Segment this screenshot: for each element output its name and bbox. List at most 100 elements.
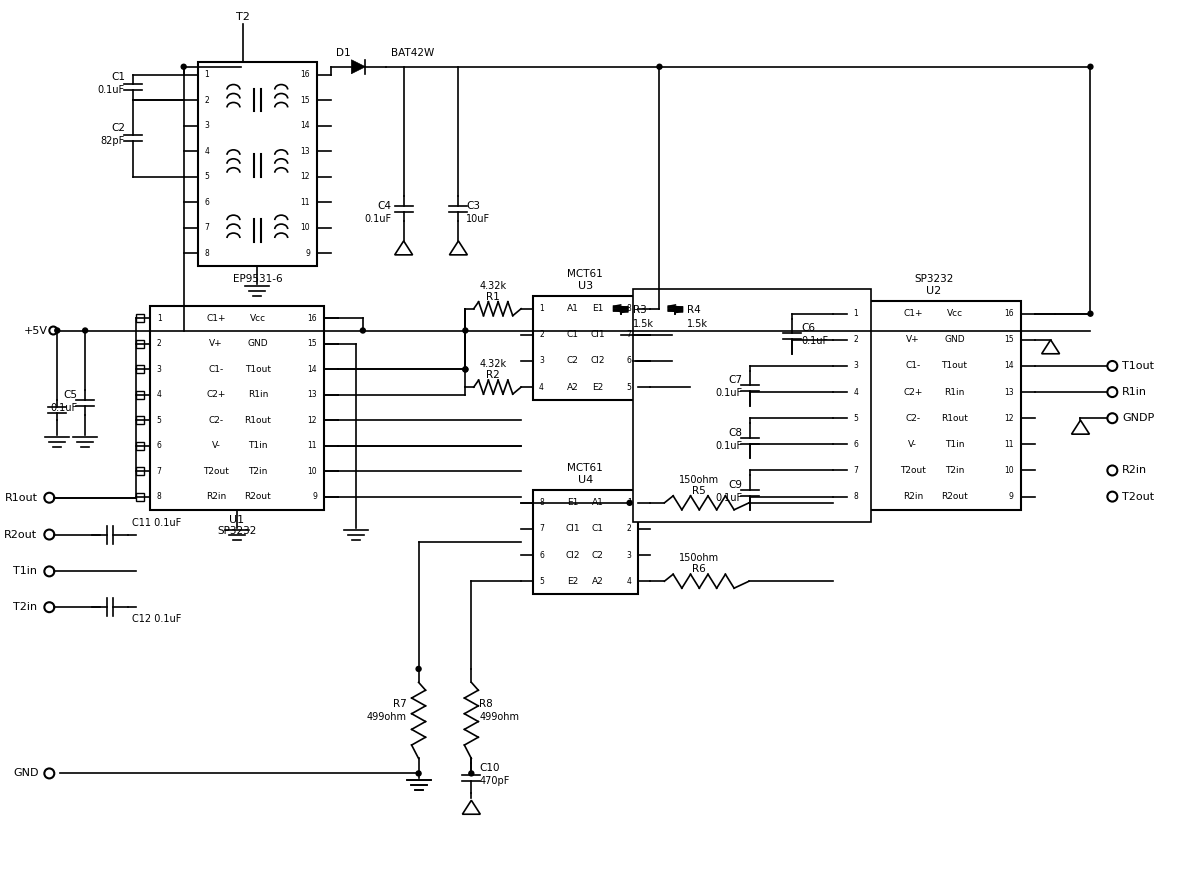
Text: C2: C2 [111,124,126,133]
Text: R1out: R1out [244,416,271,424]
Text: D1: D1 [335,48,350,58]
Text: R1: R1 [487,292,500,302]
Text: 13: 13 [301,146,310,155]
Text: A1: A1 [567,304,579,313]
Text: T1in: T1in [945,440,964,449]
Text: 10: 10 [1004,466,1014,475]
Bar [847,301,1021,510]
Text: V+: V+ [906,335,920,345]
Text: R1in: R1in [945,388,965,396]
Circle shape [469,771,474,776]
Text: 8: 8 [626,304,631,313]
Text: SP3232: SP3232 [217,525,257,536]
Text: R1out: R1out [941,414,969,423]
Text: CI1: CI1 [566,524,580,533]
Text: R2out: R2out [244,492,271,502]
Text: 4: 4 [626,577,631,586]
Text: E2: E2 [567,577,579,586]
Circle shape [463,328,468,333]
Text: 8: 8 [205,248,210,258]
Text: V-: V- [908,440,918,449]
Text: R1out: R1out [5,493,38,503]
Text: 11: 11 [1004,440,1014,449]
Text: 0.1uF: 0.1uF [802,336,829,346]
Text: 11: 11 [301,197,310,207]
Text: R2in: R2in [206,492,226,502]
Text: T2in: T2in [13,602,38,612]
Text: E1: E1 [592,304,604,313]
Circle shape [463,367,468,372]
Text: 16: 16 [301,70,310,79]
Text: 4.32k: 4.32k [480,360,507,369]
Bar [136,391,144,399]
Text: GND: GND [247,339,268,348]
Text: C4: C4 [378,201,392,211]
Bar [136,314,144,323]
Text: 5: 5 [626,382,631,392]
Text: 7: 7 [854,466,858,475]
Text: R7: R7 [393,699,406,709]
Text: T1in: T1in [249,441,268,451]
Text: R5: R5 [693,486,706,496]
Text: 9: 9 [313,492,317,502]
Text: 6: 6 [626,356,631,366]
Text: R2out: R2out [941,492,969,501]
Text: C2-: C2- [208,416,224,424]
Text: C1-: C1- [905,361,920,370]
Bar [198,61,317,266]
Text: R4: R4 [688,305,701,315]
Text: U3: U3 [578,281,593,290]
Text: R8: R8 [480,699,493,709]
Text: R2out: R2out [5,530,38,539]
Text: 10uF: 10uF [466,214,490,224]
Text: 1.5k: 1.5k [688,318,708,329]
Text: Vcc: Vcc [250,314,266,323]
Text: 1: 1 [205,70,210,79]
Text: R1in: R1in [1122,387,1147,397]
Bar [136,493,144,501]
Text: +5V: +5V [24,325,47,336]
Text: C1+: C1+ [903,310,922,318]
Text: 13: 13 [1004,388,1014,396]
Bar [150,305,324,510]
Circle shape [181,328,186,333]
Text: 5: 5 [539,577,543,586]
Text: U4: U4 [578,474,593,485]
Bar [533,296,637,400]
Circle shape [360,328,366,333]
Text: MCT61: MCT61 [567,268,603,279]
Text: SP3232: SP3232 [914,274,953,284]
Circle shape [657,64,662,69]
Text: T1out: T1out [941,361,967,370]
Text: 5: 5 [205,172,210,181]
Text: 12: 12 [301,172,310,181]
Text: C2+: C2+ [206,390,226,399]
Text: 6: 6 [854,440,858,449]
Text: 15: 15 [308,339,317,348]
Text: 6: 6 [539,551,543,560]
Text: A2: A2 [592,577,604,586]
Text: 7: 7 [626,331,631,339]
Text: GND: GND [945,335,965,345]
Text: 12: 12 [1004,414,1014,423]
Text: 0.1uF: 0.1uF [715,493,742,503]
Text: 11: 11 [308,441,317,451]
Text: MCT61: MCT61 [567,463,603,473]
Circle shape [416,667,422,672]
Text: 7: 7 [156,467,162,476]
Text: U2: U2 [926,286,941,296]
Text: 5: 5 [156,416,162,424]
Text: 2: 2 [205,96,210,104]
Text: 15: 15 [1004,335,1014,345]
Text: 0.1uF: 0.1uF [365,214,392,224]
Text: 0.1uF: 0.1uF [98,85,126,96]
Text: C11 0.1uF: C11 0.1uF [131,517,181,528]
Text: C1: C1 [592,524,604,533]
Text: 3: 3 [626,551,631,560]
Circle shape [54,328,59,333]
Text: 16: 16 [1004,310,1014,318]
Text: C5: C5 [63,390,77,400]
Text: C7: C7 [728,375,742,385]
Text: T1out: T1out [245,365,271,374]
Circle shape [416,771,422,776]
